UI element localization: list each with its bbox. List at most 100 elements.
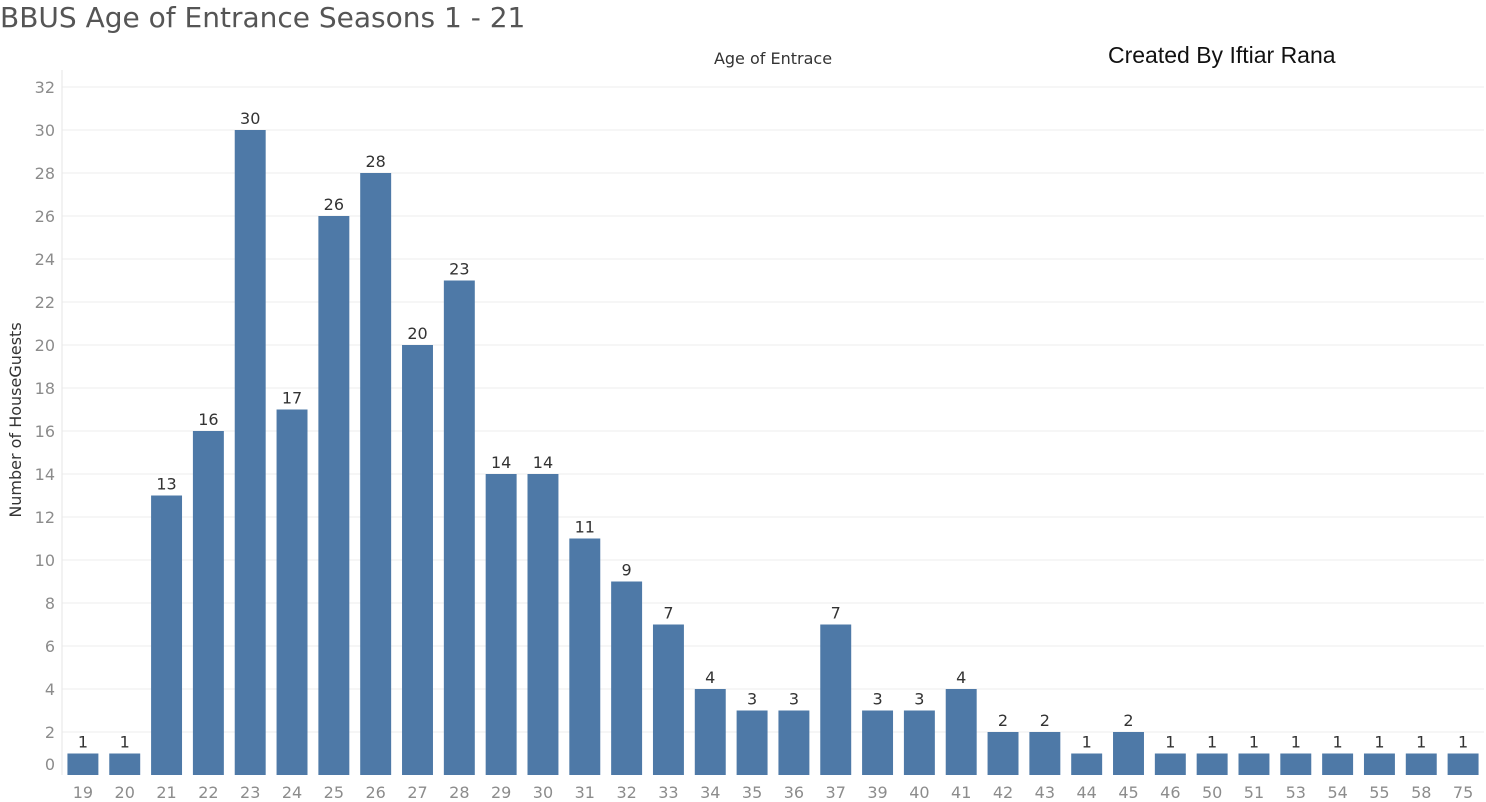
y-axis-title: Number of HouseGuests xyxy=(6,322,25,517)
bar xyxy=(276,409,308,775)
x-tick-label: 46 xyxy=(1160,783,1180,802)
bar-value-label: 1 xyxy=(1333,733,1343,752)
y-tick-label: 4 xyxy=(45,680,55,699)
x-tick-label: 24 xyxy=(282,783,302,802)
bar xyxy=(527,474,559,775)
bar xyxy=(318,216,350,775)
x-tick-label: 58 xyxy=(1411,783,1431,802)
x-tick-label: 37 xyxy=(826,783,846,802)
y-tick-label: 32 xyxy=(35,78,55,97)
bar-value-label: 23 xyxy=(449,260,469,279)
gridlines xyxy=(62,86,1484,733)
bar-value-label: 3 xyxy=(872,690,882,709)
bar xyxy=(569,538,601,775)
bar-value-label: 1 xyxy=(1249,733,1259,752)
bar xyxy=(1113,732,1144,775)
author-credit: Created By Iftiar Rana xyxy=(1108,42,1336,68)
x-tick-label: 23 xyxy=(240,783,260,802)
bar xyxy=(945,689,977,775)
bar-value-label: 1 xyxy=(1082,733,1092,752)
x-axis: 19 20 21 22 23 24 25 26 27 28 29 30 31 32 33 34 35 36 37 39… xyxy=(73,783,1474,802)
bar xyxy=(1154,753,1186,775)
x-tick-label: 22 xyxy=(198,783,218,802)
y-tick-label: 18 xyxy=(35,379,55,398)
y-tick-label: 10 xyxy=(35,551,55,570)
bar-value-label: 26 xyxy=(324,195,344,214)
x-tick-label: 50 xyxy=(1202,783,1222,802)
x-tick-label: 45 xyxy=(1118,783,1138,802)
y-tick-label: 16 xyxy=(35,422,55,441)
x-tick-label: 43 xyxy=(1035,783,1055,802)
x-tick-label: 42 xyxy=(993,783,1013,802)
x-tick-label: 20 xyxy=(115,783,135,802)
bar xyxy=(736,710,768,775)
x-tick-label: 41 xyxy=(951,783,971,802)
bar xyxy=(694,689,726,775)
bar-value-label: 28 xyxy=(365,152,385,171)
x-tick-label: 19 xyxy=(73,783,93,802)
bar xyxy=(1238,753,1270,775)
bar xyxy=(987,732,1019,775)
bar-value-label: 30 xyxy=(240,109,260,128)
bar-value-label: 7 xyxy=(663,604,673,623)
bar-value-label: 13 xyxy=(156,475,176,494)
bar-value-label: 20 xyxy=(407,324,427,343)
bar xyxy=(402,345,433,775)
bar-value-label: 2 xyxy=(998,711,1008,730)
bar-value-label: 4 xyxy=(956,668,966,687)
x-tick-label: 21 xyxy=(156,783,176,802)
bar-value-label: 1 xyxy=(1165,733,1175,752)
bar-value-label: 2 xyxy=(1040,711,1050,730)
bar-value-label: 2 xyxy=(1123,711,1133,730)
bar-value-label: 3 xyxy=(789,690,799,709)
bar-value-label: 9 xyxy=(622,561,632,580)
bar xyxy=(485,474,517,775)
bar-value-label: 11 xyxy=(575,518,595,537)
x-tick-label: 30 xyxy=(533,783,553,802)
y-tick-label: 12 xyxy=(35,508,55,527)
bar-value-label: 3 xyxy=(747,690,757,709)
x-tick-label: 33 xyxy=(658,783,678,802)
x-tick-label: 39 xyxy=(867,783,887,802)
y-tick-label: 0 xyxy=(45,755,55,774)
bar xyxy=(778,710,810,775)
bar xyxy=(1071,753,1103,775)
bar xyxy=(820,624,852,775)
x-tick-label: 34 xyxy=(700,783,720,802)
y-tick-label: 8 xyxy=(45,594,55,613)
bar-value-label: 1 xyxy=(1458,733,1468,752)
bar xyxy=(234,130,266,775)
x-tick-label: 51 xyxy=(1244,783,1264,802)
x-tick-label: 26 xyxy=(365,783,385,802)
bar-value-label: 16 xyxy=(198,410,218,429)
bar-value-label: 1 xyxy=(1291,733,1301,752)
bar xyxy=(151,495,183,775)
x-tick-label: 27 xyxy=(407,783,427,802)
x-tick-label: 25 xyxy=(324,783,344,802)
x-tick-label: 54 xyxy=(1327,783,1347,802)
bar-value-label: 14 xyxy=(533,453,553,472)
bar xyxy=(1447,753,1479,775)
bar xyxy=(360,173,392,775)
bar xyxy=(1322,753,1354,775)
bar xyxy=(652,624,684,775)
bar-value-label: 14 xyxy=(491,453,511,472)
x-tick-label: 55 xyxy=(1369,783,1389,802)
x-tick-label: 29 xyxy=(491,783,511,802)
bar-value-label: 1 xyxy=(1207,733,1217,752)
bar xyxy=(1280,753,1312,775)
y-tick-label: 14 xyxy=(35,465,55,484)
chart-title: Age of Entrace xyxy=(714,49,832,68)
x-tick-label: 36 xyxy=(784,783,804,802)
bar xyxy=(903,710,935,775)
bar xyxy=(1196,753,1228,775)
bar xyxy=(1405,753,1437,775)
x-tick-label: 53 xyxy=(1286,783,1306,802)
bar xyxy=(109,753,141,775)
page-title: BBUS Age of Entrance Seasons 1 - 21 xyxy=(0,1,526,34)
y-tick-label: 20 xyxy=(35,336,55,355)
y-tick-label: 24 xyxy=(35,250,55,269)
